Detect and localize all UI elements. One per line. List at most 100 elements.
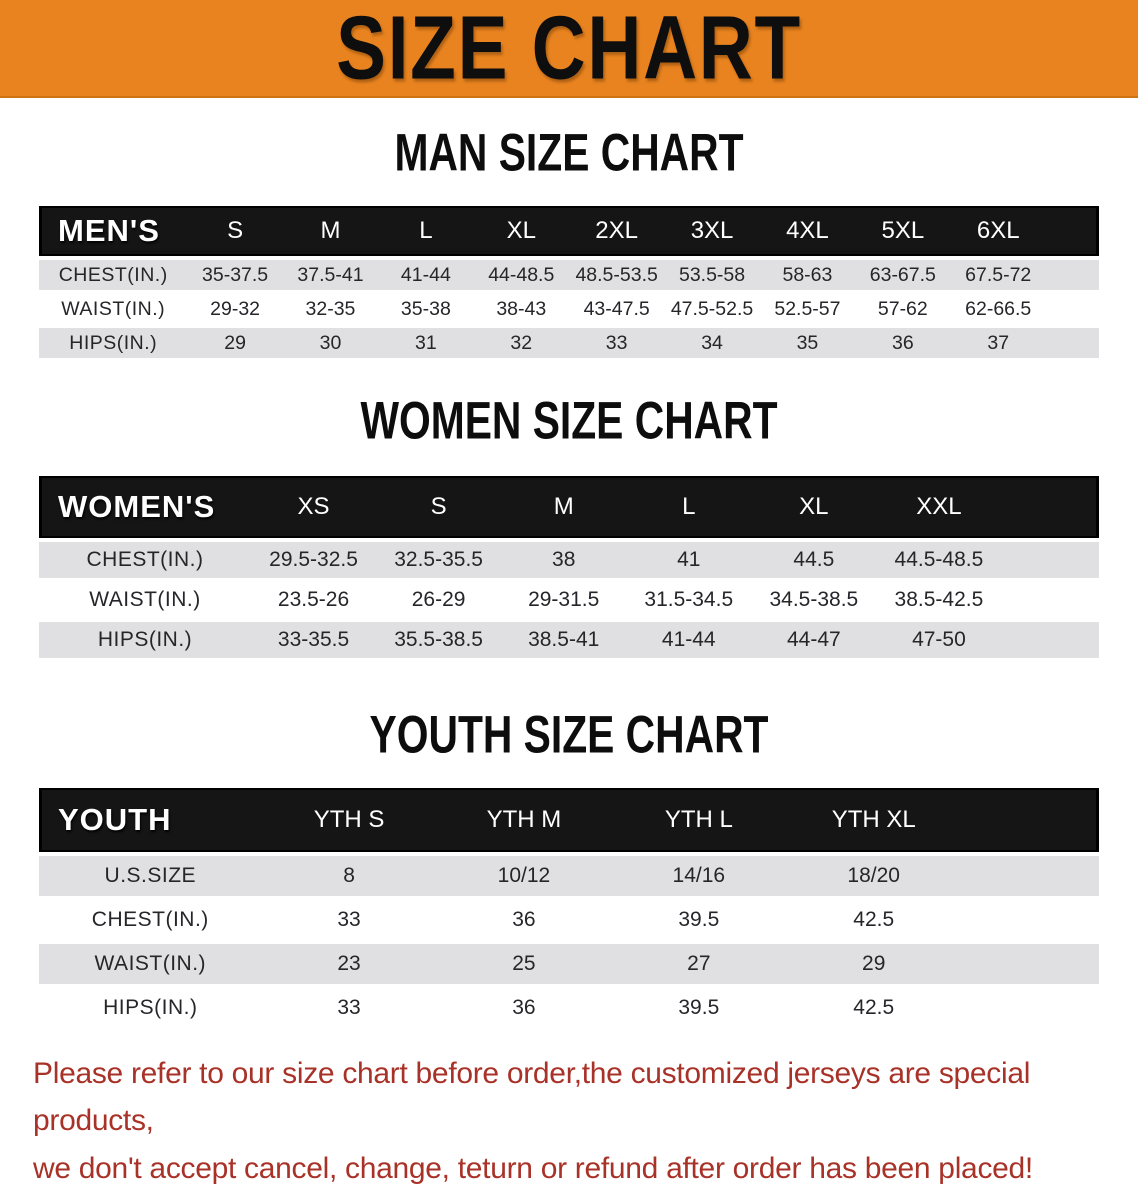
row-label: WAIST(IN.) [89,588,201,611]
measurement-value: 25 [436,944,612,984]
measurement-value: 35-37.5 [187,260,283,290]
measurement-value: 67.5-72 [950,260,1046,290]
measurement-value: 42.5 [853,908,895,931]
measurement-value: 10/12 [436,856,612,896]
measurement-value: 53.5-58 [664,260,760,290]
spacer-cell [961,900,1099,940]
size-column-header: 5XL [855,206,951,256]
measurement-row: CHEST(IN.) 33 36 39.5 42.5 [39,900,1099,940]
spacer-cell [1001,542,1099,578]
women-section: WOMEN SIZE CHART WOMEN'S XS S M L XL XXL CHES… [0,395,1138,662]
measurement-value: 44-47 [751,622,877,658]
measurement-value: 29 [786,944,962,984]
measurement-value: 52.5-57 [774,297,841,320]
size-column-header: L [378,206,474,256]
banner: SIZE CHART [0,0,1138,98]
size-column-header: 6XL [950,206,1046,256]
measurement-row: WAIST(IN.) 23.5-26 26-29 29-31.5 31.5-34.5 34… [39,582,1099,618]
size-column-header: L [626,476,752,538]
measurement-row: WAIST(IN.) 23 25 27 29 [39,944,1099,984]
measurement-value: 8 [261,856,437,896]
measurement-value: 58-63 [759,260,856,290]
size-column-header: 2XL [568,206,665,256]
youth-size-table: YOUTH YTH S YTH M YTH L YTH XL U.S.SIZE 8 10/… [39,784,1099,1032]
spacer-cell [1001,582,1099,618]
spacer-column [1045,206,1099,256]
measurement-value: 31.5-34.5 [644,588,734,611]
size-column-header: YTH M [436,788,612,852]
measurement-value: 41-44 [378,260,474,290]
size-column-header: 4XL [759,206,856,256]
size-column-header: YTH XL [786,788,962,852]
measurement-value: 34 [664,328,760,358]
measurement-value: 44.5-48.5 [876,542,1002,578]
measurement-value: 38.5-42.5 [894,588,984,611]
measurement-value: 33 [337,996,361,1019]
disclaimer-line-1: Please refer to our size chart before or… [33,1057,1031,1138]
measurement-value: 37.5-41 [282,260,379,290]
measurement-row: HIPS(IN.) 29 30 31 32 33 34 35 36 37 [39,328,1099,358]
measurement-value: 43-47.5 [583,297,650,320]
mens-size-table: MEN'S S M L XL 2XL 3XL 4XL 5XL 6XL CHEST(IN.) 35-… [39,202,1099,362]
spacer-cell [1001,622,1099,658]
spacer-column [1001,476,1099,538]
measurement-value: 26-29 [411,588,466,611]
measurement-value: 47-50 [876,622,1002,658]
row-label: U.S.SIZE [39,856,262,896]
mens-table-group-label: MEN'S [39,206,188,256]
size-column-header: M [282,206,379,256]
measurement-value: 41-44 [626,622,752,658]
size-column-header: 3XL [664,206,760,256]
measurement-value: 47.5-52.5 [670,297,754,320]
youth-section-heading: YOUTH SIZE CHART [369,706,769,765]
size-column-header: XS [251,476,377,538]
measurement-value: 33 [337,908,361,931]
measurement-value: 42.5 [853,996,895,1019]
measurement-value: 23 [261,944,437,984]
measurement-row: WAIST(IN.) 29-32 32-35 35-38 38-43 43-47.5 47.… [39,294,1099,324]
measurement-value: 14/16 [611,856,787,896]
measurement-value: 63-67.5 [855,260,951,290]
mens-table-header-row: MEN'S S M L XL 2XL 3XL 4XL 5XL 6XL [39,206,1099,256]
measurement-row: HIPS(IN.) 33-35.5 35.5-38.5 38.5-41 41-44 44-… [39,622,1099,658]
spacer-cell [961,856,1099,896]
measurement-value: 39.5 [678,908,720,931]
measurement-value: 48.5-53.5 [568,260,665,290]
banner-title: SIZE CHART [336,0,802,98]
measurement-value: 35 [759,328,856,358]
measurement-value: 36 [512,996,536,1019]
measurement-value: 41 [626,542,752,578]
measurement-value: 38-43 [496,297,547,320]
measurement-value: 27 [611,944,787,984]
measurement-value: 32.5-35.5 [376,542,502,578]
measurement-value: 32-35 [305,297,356,320]
measurement-row: CHEST(IN.) 35-37.5 37.5-41 41-44 44-48.5 48.5… [39,260,1099,290]
measurement-value: 35-38 [400,297,451,320]
measurement-value: 37 [950,328,1046,358]
measurement-row: HIPS(IN.) 33 36 39.5 42.5 [39,988,1099,1028]
measurement-value: 33 [568,328,665,358]
measurement-value: 18/20 [786,856,962,896]
size-column-header: XL [473,206,569,256]
size-column-header: S [376,476,502,538]
row-label: CHEST(IN.) [39,542,251,578]
size-column-header: YTH S [261,788,437,852]
measurement-value: 36 [855,328,951,358]
youth-section: YOUTH SIZE CHART YOUTH YTH S YTH M YTH L YT… [0,706,1138,1032]
measurement-value: 31 [378,328,474,358]
row-label: CHEST(IN.) [91,908,209,931]
row-label: CHEST(IN.) [39,260,188,290]
measurement-value: 39.5 [678,996,720,1019]
womens-size-table: WOMEN'S XS S M L XL XXL CHEST(IN.) 29.5-32.5 32… [39,472,1099,662]
measurement-value: 33-35.5 [251,622,377,658]
measurement-value: 23.5-26 [277,588,350,611]
measurement-value: 29.5-32.5 [251,542,377,578]
row-label: HIPS(IN.) [103,996,198,1019]
measurement-value: 38.5-41 [501,622,627,658]
size-column-header: YTH L [611,788,787,852]
disclaimer: Please refer to our size chart before or… [33,1050,1105,1192]
size-column-header: M [501,476,627,538]
row-label: WAIST(IN.) [39,944,262,984]
youth-table-group-label: YOUTH [39,788,262,852]
